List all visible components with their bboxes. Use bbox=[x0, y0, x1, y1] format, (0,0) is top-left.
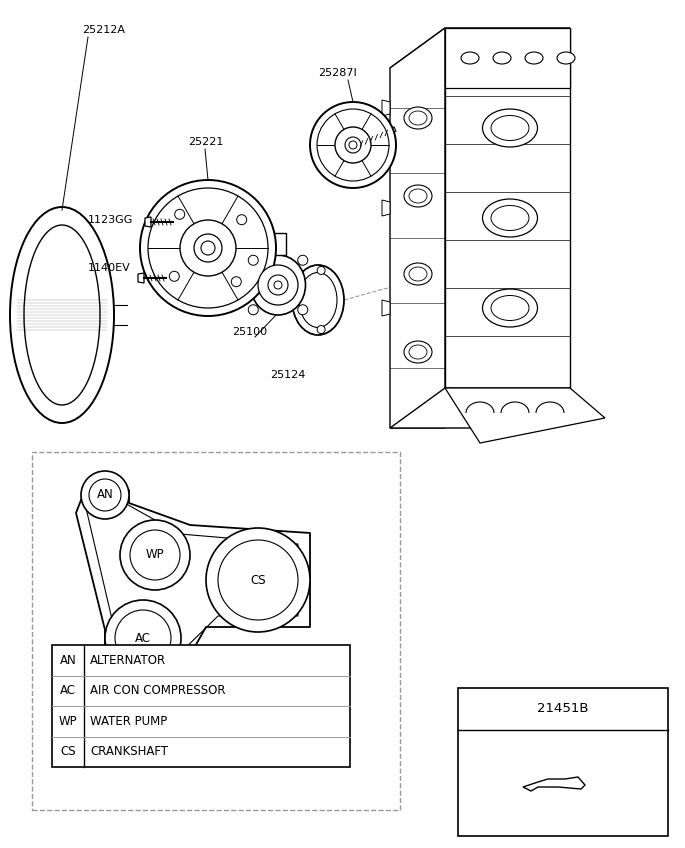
Text: AN: AN bbox=[97, 488, 114, 501]
Text: AC: AC bbox=[135, 632, 151, 644]
Text: CS: CS bbox=[250, 573, 266, 587]
Text: 25287I: 25287I bbox=[318, 68, 357, 78]
Bar bbox=[32, 452, 400, 810]
Text: WP: WP bbox=[59, 715, 77, 728]
Ellipse shape bbox=[482, 109, 538, 147]
Ellipse shape bbox=[482, 199, 538, 237]
Text: ALTERNATOR: ALTERNATOR bbox=[90, 654, 166, 667]
Circle shape bbox=[298, 255, 308, 265]
Polygon shape bbox=[382, 100, 390, 116]
Text: 25124: 25124 bbox=[270, 370, 306, 380]
Circle shape bbox=[232, 276, 241, 287]
Polygon shape bbox=[382, 200, 390, 216]
Circle shape bbox=[317, 266, 325, 275]
Ellipse shape bbox=[10, 207, 114, 423]
Text: CRANKSHAFT: CRANKSHAFT bbox=[90, 745, 168, 758]
Polygon shape bbox=[270, 233, 286, 255]
Polygon shape bbox=[445, 28, 570, 388]
Polygon shape bbox=[382, 300, 390, 316]
Circle shape bbox=[317, 109, 389, 181]
Circle shape bbox=[105, 600, 181, 676]
Circle shape bbox=[274, 281, 282, 289]
Ellipse shape bbox=[525, 52, 543, 64]
Polygon shape bbox=[138, 273, 144, 283]
Circle shape bbox=[169, 271, 179, 282]
Ellipse shape bbox=[461, 52, 479, 64]
Polygon shape bbox=[445, 388, 605, 443]
Text: CS: CS bbox=[60, 745, 76, 758]
Ellipse shape bbox=[404, 107, 432, 129]
Polygon shape bbox=[390, 388, 570, 428]
Circle shape bbox=[148, 188, 268, 308]
Circle shape bbox=[89, 479, 121, 511]
Polygon shape bbox=[218, 273, 251, 297]
Circle shape bbox=[310, 102, 396, 188]
Text: 21451B: 21451B bbox=[537, 702, 588, 716]
Polygon shape bbox=[445, 28, 570, 88]
Polygon shape bbox=[145, 217, 151, 227]
Circle shape bbox=[218, 540, 298, 620]
Ellipse shape bbox=[491, 295, 529, 321]
Ellipse shape bbox=[292, 265, 344, 335]
Ellipse shape bbox=[404, 263, 432, 285]
Circle shape bbox=[206, 528, 310, 632]
Ellipse shape bbox=[409, 189, 427, 203]
Circle shape bbox=[130, 530, 180, 580]
Polygon shape bbox=[523, 777, 585, 791]
Ellipse shape bbox=[299, 272, 337, 327]
Bar bbox=[52, 645, 350, 767]
Text: 25221: 25221 bbox=[188, 137, 223, 147]
Circle shape bbox=[180, 220, 236, 276]
Circle shape bbox=[248, 255, 258, 265]
Circle shape bbox=[81, 471, 129, 519]
Text: 1123GG: 1123GG bbox=[88, 215, 134, 225]
Circle shape bbox=[298, 304, 308, 315]
Circle shape bbox=[258, 265, 298, 305]
Ellipse shape bbox=[482, 289, 538, 327]
Ellipse shape bbox=[404, 341, 432, 363]
Text: AN: AN bbox=[60, 654, 76, 667]
Text: AC: AC bbox=[60, 684, 76, 697]
Circle shape bbox=[349, 141, 357, 149]
Polygon shape bbox=[390, 28, 445, 428]
Ellipse shape bbox=[491, 115, 529, 141]
Text: 1140EV: 1140EV bbox=[88, 263, 131, 273]
Ellipse shape bbox=[557, 52, 575, 64]
Ellipse shape bbox=[409, 345, 427, 359]
Ellipse shape bbox=[404, 185, 432, 207]
Text: WATER PUMP: WATER PUMP bbox=[90, 715, 167, 728]
Circle shape bbox=[201, 241, 215, 255]
Circle shape bbox=[194, 234, 222, 262]
Circle shape bbox=[175, 209, 185, 220]
Polygon shape bbox=[390, 28, 570, 68]
Text: 25212A: 25212A bbox=[82, 25, 125, 35]
Circle shape bbox=[248, 304, 258, 315]
Circle shape bbox=[268, 275, 288, 295]
Ellipse shape bbox=[409, 267, 427, 281]
Ellipse shape bbox=[251, 255, 306, 315]
Circle shape bbox=[317, 326, 325, 333]
Circle shape bbox=[140, 180, 276, 316]
Circle shape bbox=[120, 520, 190, 590]
Circle shape bbox=[335, 127, 371, 163]
Circle shape bbox=[345, 137, 361, 153]
Text: WP: WP bbox=[146, 549, 164, 561]
Ellipse shape bbox=[409, 111, 427, 125]
Bar bbox=[458, 688, 668, 836]
Circle shape bbox=[237, 215, 247, 225]
Ellipse shape bbox=[493, 52, 511, 64]
Text: 25100: 25100 bbox=[232, 327, 267, 337]
Text: AIR CON COMPRESSOR: AIR CON COMPRESSOR bbox=[90, 684, 225, 697]
Circle shape bbox=[115, 610, 171, 666]
Ellipse shape bbox=[24, 225, 100, 405]
Ellipse shape bbox=[491, 205, 529, 231]
